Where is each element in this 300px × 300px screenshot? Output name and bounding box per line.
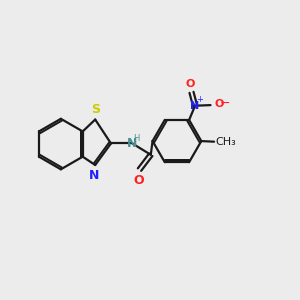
- Text: S: S: [91, 103, 100, 116]
- Text: −: −: [220, 97, 230, 110]
- Text: +: +: [196, 95, 203, 104]
- Text: CH₃: CH₃: [215, 137, 236, 147]
- Text: O: O: [215, 99, 224, 109]
- Text: O: O: [186, 80, 195, 89]
- Text: H: H: [133, 134, 139, 143]
- Text: N: N: [190, 101, 200, 111]
- Text: N: N: [88, 169, 99, 182]
- Text: N: N: [127, 137, 137, 150]
- Text: O: O: [133, 174, 144, 187]
